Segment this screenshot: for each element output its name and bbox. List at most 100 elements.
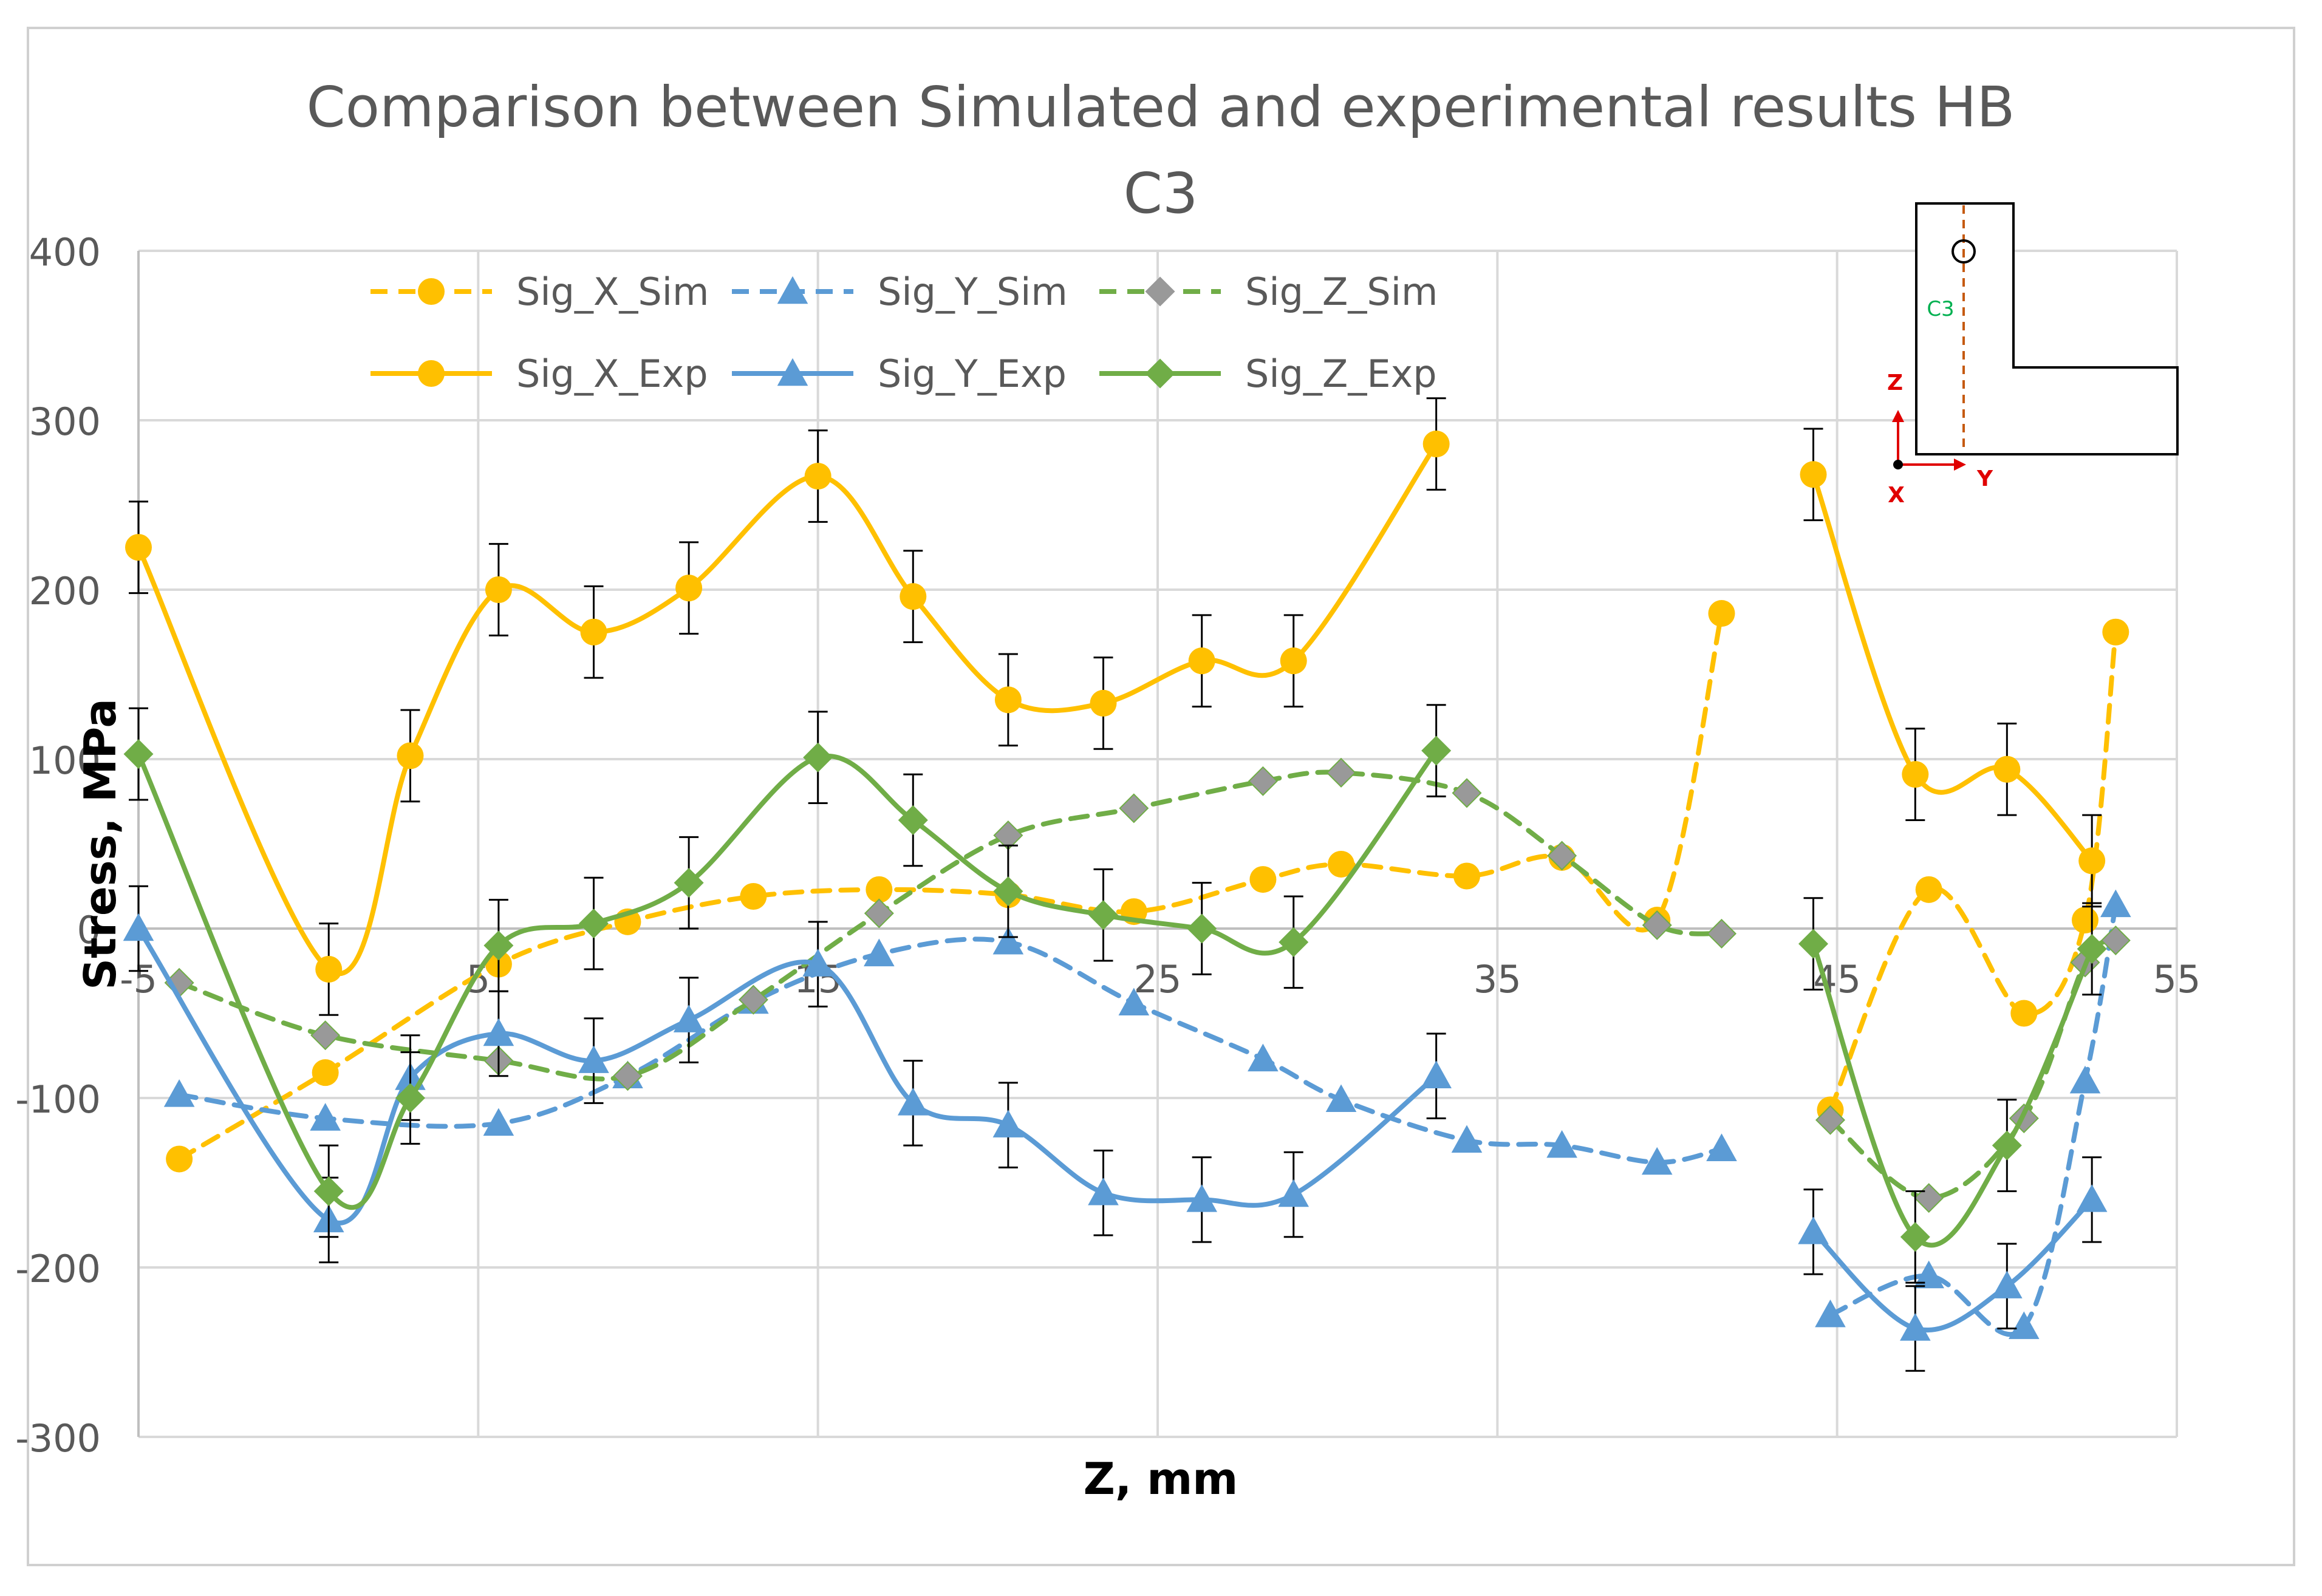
data-point-sig-y-exp	[1798, 1216, 1829, 1244]
data-point-sig-y-sim	[1118, 987, 1150, 1015]
legend-marker-sig-y-sim	[777, 276, 808, 304]
data-point-sig-x-sim	[866, 876, 893, 903]
data-point-sig-y-sim	[483, 1108, 514, 1136]
data-point-sig-x-exp	[1090, 689, 1117, 717]
series-line-sig-y-exp-segment-2	[1811, 1197, 2095, 1333]
data-point-sig-z-sim	[1547, 841, 1577, 871]
data-point-sig-z-exp	[993, 876, 1023, 907]
data-point-sig-x-sim	[1915, 876, 1942, 903]
data-point-sig-z-sim	[1642, 910, 1672, 940]
legend-label-sig-z-sim: Sig_Z_Sim	[1245, 270, 1438, 314]
inset-y-arrowhead	[1954, 459, 1966, 471]
data-point-sig-y-exp	[1088, 1177, 1119, 1206]
data-point-sig-x-sim	[1328, 850, 1355, 878]
data-point-sig-y-sim	[1325, 1084, 1357, 1113]
data-point-sig-y-exp	[992, 1110, 1024, 1137]
data-point-sig-y-exp	[2076, 1184, 2108, 1212]
series-group	[123, 397, 2131, 1372]
y-tick-label: -200	[15, 1247, 101, 1291]
data-point-sig-y-exp	[897, 1088, 929, 1116]
legend-label-sig-y-exp: Sig_Y_Exp	[878, 352, 1067, 396]
y-tick-label: -100	[15, 1077, 101, 1122]
y-tick-label: 400	[29, 230, 101, 275]
data-point-sig-y-exp	[1278, 1179, 1310, 1207]
data-point-sig-x-exp	[580, 618, 607, 646]
data-point-sig-z-exp	[395, 1083, 425, 1113]
data-point-sig-z-sim	[1815, 1105, 1845, 1135]
data-point-sig-z-exp	[1088, 900, 1119, 930]
y-axis-title: Stress, MPa	[75, 698, 126, 990]
data-point-sig-z-sim	[1248, 766, 1278, 796]
data-point-sig-x-exp	[900, 583, 927, 610]
data-point-sig-x-exp	[397, 742, 424, 769]
inset-hole	[1952, 239, 1976, 264]
series-line-sig-z-exp-segment-2	[1811, 941, 2095, 1248]
legend-item-sig-x-sim: Sig_X_Sim	[370, 270, 709, 314]
data-point-sig-x-exp	[2078, 847, 2106, 875]
legend: Sig_X_Sim Sig_Y_Sim Sig_Z_Sim Sig_X_Exp Sig_…	[370, 270, 1438, 396]
legend-marker-sig-y-exp	[777, 358, 808, 386]
data-point-sig-z-exp	[674, 868, 704, 898]
data-point-sig-x-exp	[125, 534, 152, 561]
legend-item-sig-x-exp: Sig_X_Exp	[370, 352, 708, 396]
legend-marker-sig-z-exp	[1145, 358, 1175, 389]
legend-marker-sig-x-sim	[418, 278, 445, 305]
data-point-sig-x-sim	[1453, 862, 1480, 890]
data-point-sig-z-exp	[483, 930, 514, 961]
legend-marker-sig-z-sim	[1145, 276, 1175, 307]
data-point-sig-z-exp	[1421, 735, 1452, 766]
chart-title-line2: C3	[1124, 161, 1198, 226]
data-point-sig-z-exp	[1798, 929, 1829, 959]
y-tick-label: -300	[15, 1416, 101, 1461]
series-sig-x-exp	[125, 397, 2106, 1016]
inset-axis-y-label: Y	[1976, 466, 1993, 491]
data-point-sig-y-exp	[1900, 1313, 1931, 1341]
data-point-sig-z-exp	[2077, 933, 2107, 964]
data-point-sig-x-exp	[1280, 647, 1307, 675]
inset-label-c3: C3	[1927, 297, 1954, 321]
data-point-sig-z-exp	[1279, 927, 1309, 957]
legend-label-sig-y-sim: Sig_Y_Sim	[878, 270, 1068, 314]
legend-label-sig-x-exp: Sig_X_Exp	[516, 352, 708, 396]
legend-item-sig-z-exp: Sig_Z_Exp	[1099, 352, 1437, 396]
data-point-sig-x-exp	[1993, 755, 2021, 783]
legend-label-sig-x-sim: Sig_X_Sim	[516, 270, 709, 314]
data-point-sig-y-exp	[673, 1004, 705, 1032]
data-point-sig-y-exp	[802, 949, 833, 977]
data-point-sig-x-sim	[166, 1145, 193, 1173]
chart-title-line1: Comparison between Simulated and experim…	[307, 75, 2015, 140]
data-point-sig-z-exp	[1900, 1222, 1930, 1252]
data-point-sig-y-sim	[2009, 1311, 2040, 1339]
legend-item-sig-z-sim: Sig_Z_Sim	[1099, 270, 1438, 314]
x-tick-label: 55	[2153, 957, 2201, 1001]
legend-marker-sig-x-exp	[418, 360, 445, 387]
data-point-sig-y-sim	[1815, 1299, 1846, 1328]
data-point-sig-z-sim	[612, 1061, 643, 1091]
x-axis-title: Z, mm	[1084, 1453, 1238, 1504]
y-tick-label: 0	[77, 908, 101, 952]
data-point-sig-z-exp	[1992, 1130, 2022, 1161]
y-tick-label: 200	[29, 569, 101, 613]
data-point-sig-x-sim	[2010, 1000, 2038, 1027]
data-point-sig-y-sim	[1546, 1130, 1577, 1158]
data-point-sig-x-exp	[1188, 647, 1215, 675]
data-point-sig-y-exp	[578, 1045, 609, 1073]
data-point-sig-y-sim	[992, 927, 1024, 955]
y-tick-label: 100	[29, 738, 101, 783]
data-point-sig-y-exp	[1186, 1184, 1218, 1212]
data-point-sig-y-sim	[2069, 1065, 2101, 1094]
data-point-sig-x-exp	[1422, 431, 1450, 458]
data-point-sig-z-exp	[123, 739, 154, 769]
data-point-sig-z-exp	[313, 1176, 344, 1206]
data-point-sig-x-exp	[804, 463, 831, 490]
data-point-sig-x-sim	[312, 1059, 339, 1086]
series-line-sig-x-exp-segment-2	[1811, 472, 2095, 864]
inset-axis-z-label: Z	[1887, 370, 1903, 395]
x-tick-label: 25	[1134, 957, 1182, 1001]
data-point-sig-y-sim	[163, 1079, 195, 1107]
legend-item-sig-y-sim: Sig_Y_Sim	[732, 270, 1068, 314]
data-point-sig-y-sim	[864, 938, 895, 967]
data-point-sig-x-exp	[1800, 461, 1827, 488]
data-point-sig-y-sim	[2100, 889, 2131, 918]
